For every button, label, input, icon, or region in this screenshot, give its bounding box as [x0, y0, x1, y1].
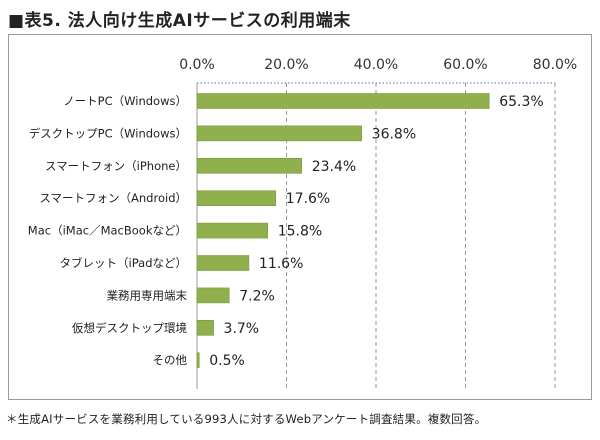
category-label-8: その他: [153, 353, 188, 367]
x-tick-label-3: 60.0%: [443, 57, 487, 73]
bar-chart: 0.0% 20.0% 40.0% 60.0% 80.0% ノートPC（Windows） 65…: [28, 57, 577, 389]
category-label-3: スマートフォン（Android）: [39, 191, 187, 205]
category-label-7: 仮想デスクトップ環境: [72, 321, 187, 335]
category-label-5: タブレット（iPadなど）: [60, 256, 187, 270]
chart-frame: 0.0% 20.0% 40.0% 60.0% 80.0% ノートPC（Windows） 65…: [8, 34, 592, 400]
bar-5: [196, 255, 250, 271]
bar-0: [196, 93, 490, 109]
bar-1: [196, 125, 362, 142]
x-tick-label-4: 80.0%: [533, 57, 577, 73]
bar-7: [196, 319, 214, 336]
category-label-0: ノートPC（Windows）: [63, 94, 187, 108]
category-label-1: デスクトップPC（Windows）: [29, 126, 187, 140]
category-label-4: Mac（iMac／MacBookなど）: [28, 224, 187, 238]
bar-6: [196, 287, 230, 304]
chart-footnote: ＊生成AIサービスを業務利用している993人に対するWebアンケート調査結果。複…: [6, 412, 487, 426]
value-label-8: 0.5%: [209, 353, 245, 369]
x-tick-label-1: 20.0%: [264, 57, 308, 73]
category-label-6: 業務用専用端末: [107, 288, 188, 302]
value-label-0: 65.3%: [499, 94, 543, 110]
x-tick-label-2: 40.0%: [354, 57, 398, 73]
value-label-6: 7.2%: [239, 288, 275, 304]
value-label-4: 15.8%: [278, 224, 322, 240]
bar-4: [196, 222, 269, 239]
value-label-1: 36.8%: [372, 126, 416, 142]
chart-title: ■表5. 法人向け生成AIサービスの利用端末: [8, 11, 351, 31]
value-label-7: 3.7%: [224, 321, 260, 337]
value-label-3: 17.6%: [286, 191, 330, 207]
bar-8: [196, 352, 200, 369]
x-tick-label-0: 0.0%: [179, 57, 215, 73]
bar-3: [196, 190, 277, 206]
bar-2: [196, 158, 303, 174]
value-label-5: 11.6%: [259, 256, 303, 272]
category-label-2: スマートフォン（iPhone）: [45, 159, 187, 173]
value-label-2: 23.4%: [312, 159, 356, 175]
